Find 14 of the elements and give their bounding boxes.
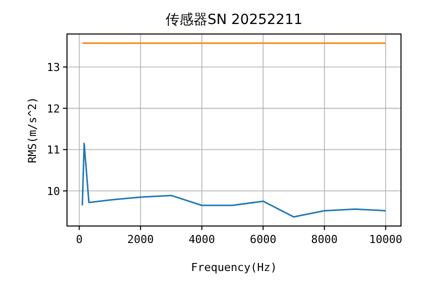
chart-title: 传感器SN 20252211 bbox=[165, 12, 303, 28]
y-tick-label: 11 bbox=[46, 144, 60, 157]
x-tick-label: 10000 bbox=[369, 233, 402, 246]
x-axis-title: Frequency(Hz) bbox=[190, 261, 278, 274]
x-tick-label: 8000 bbox=[311, 233, 338, 246]
x-tick-label: 2000 bbox=[127, 233, 154, 246]
x-tick-label: 4000 bbox=[188, 233, 216, 246]
y-tick-label: 12 bbox=[46, 102, 60, 116]
y-axis-title: RMS(m/s^2) bbox=[26, 96, 39, 164]
line-series bbox=[82, 142, 386, 218]
y-tick-label: 10 bbox=[46, 184, 60, 198]
x-tick-label: 6000 bbox=[250, 233, 276, 246]
y-tick-label: 13 bbox=[46, 61, 60, 74]
x-tick-label: 0 bbox=[76, 233, 83, 246]
